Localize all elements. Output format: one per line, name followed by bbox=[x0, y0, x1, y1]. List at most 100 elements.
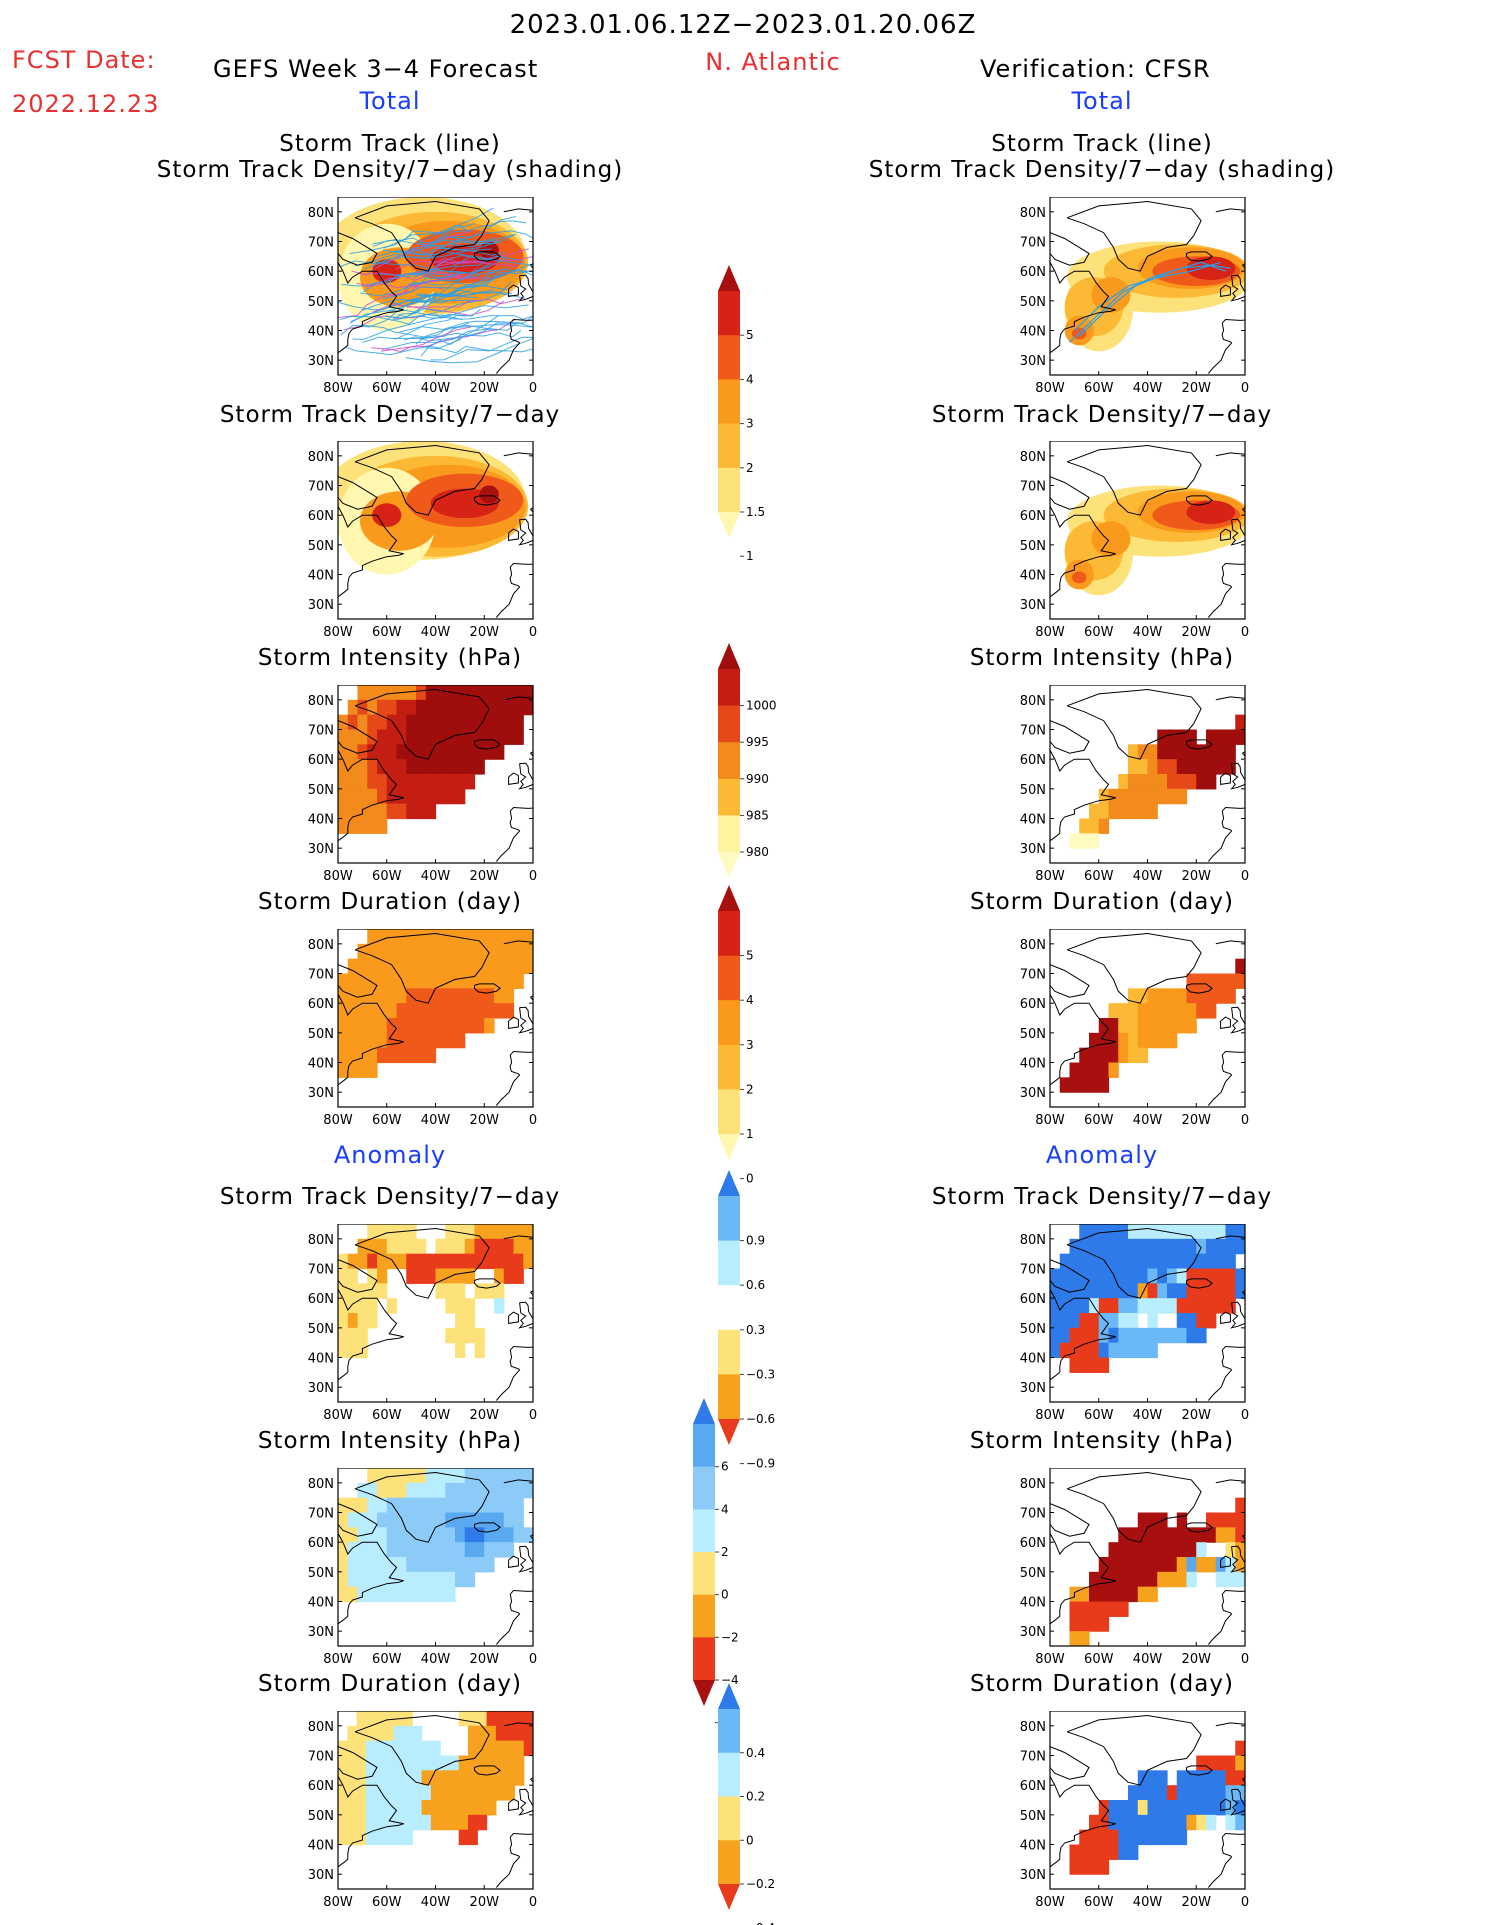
lat-label: 60N bbox=[1020, 1536, 1046, 1551]
lon-label: 80W bbox=[323, 381, 353, 396]
date-range: 2023.01.06.12Z−2023.01.20.06Z bbox=[509, 10, 977, 40]
panel-title-density-anom-right: Storm Track Density/7−day bbox=[931, 1184, 1273, 1210]
lat-label: 30N bbox=[308, 1625, 334, 1640]
colorbar-label: 4 bbox=[746, 372, 754, 386]
lat-label: 70N bbox=[308, 968, 334, 983]
lon-label: 20W bbox=[1182, 381, 1212, 396]
colorbar-density-anomaly: 0.9 0.6 0.3 −0.3 −0.6 −0.9 bbox=[718, 1170, 798, 1471]
colorbar-label: 6 bbox=[721, 1460, 729, 1474]
lat-label: 70N bbox=[1020, 968, 1046, 983]
lat-label: 30N bbox=[308, 1086, 334, 1101]
lat-label: 50N bbox=[1020, 1566, 1046, 1581]
lon-label: 80W bbox=[323, 1408, 353, 1423]
lon-label: 40W bbox=[421, 1408, 451, 1423]
lon-label: 80W bbox=[1035, 1895, 1065, 1910]
lon-label: 20W bbox=[1182, 1408, 1212, 1423]
lon-label: 60W bbox=[1084, 869, 1114, 884]
lat-label: 70N bbox=[1020, 1263, 1046, 1278]
lon-label: 60W bbox=[372, 1408, 402, 1423]
lon-label: 20W bbox=[1182, 869, 1212, 884]
panel-title-density-left: Storm Track Density/7−day bbox=[219, 402, 561, 428]
lon-label: 20W bbox=[470, 1408, 500, 1423]
lat-label: 40N bbox=[308, 1352, 334, 1367]
right-anomaly-heading: Anomaly bbox=[1045, 1141, 1159, 1169]
lat-label: 40N bbox=[308, 1839, 334, 1854]
lat-label: 80N bbox=[308, 1477, 334, 1492]
panel-title-track-shading-left: Storm Track Density/7−day (shading) bbox=[156, 157, 624, 183]
lat-label: 40N bbox=[308, 1057, 334, 1072]
colorbar-duration-total: 0 1 2 3 4 5 bbox=[718, 885, 798, 1186]
colorbar-density-total: 1 1.5 2 3 4 5 bbox=[718, 265, 798, 563]
lat-label: 50N bbox=[308, 539, 334, 554]
panel-title-track-line-left: Storm Track (line) bbox=[279, 131, 501, 157]
right-total-heading: Total bbox=[1071, 87, 1133, 115]
lon-label: 0 bbox=[529, 381, 537, 396]
panel-title-track-shading-right: Storm Track Density/7−day (shading) bbox=[868, 157, 1336, 183]
lon-label: 40W bbox=[421, 869, 451, 884]
lat-label: 60N bbox=[308, 997, 334, 1012]
lat-label: 70N bbox=[1020, 236, 1046, 251]
lat-label: 80N bbox=[308, 206, 334, 221]
lat-label: 40N bbox=[308, 1596, 334, 1611]
lat-label: 50N bbox=[308, 295, 334, 310]
map-track-density-total-right: 80N 70N 60N 50N 40N 30N 80W 60W 40W 20W 0 bbox=[1002, 197, 1252, 409]
colorbar-label: 1.5 bbox=[746, 505, 765, 519]
lat-label: 50N bbox=[308, 1322, 334, 1337]
lat-label: 80N bbox=[1020, 938, 1046, 953]
lat-label: 40N bbox=[308, 569, 334, 584]
map-density-anomaly-left: 80N 70N 60N 50N 40N 30N 80W 60W 40W 20W 0 bbox=[290, 1224, 540, 1436]
colorbar-label: 1000 bbox=[746, 699, 777, 713]
fcst-date: 2022.12.23 bbox=[12, 90, 160, 118]
left-anomaly-heading: Anomaly bbox=[333, 1141, 447, 1169]
colorbar-label: 5 bbox=[746, 328, 754, 342]
lon-label: 80W bbox=[323, 869, 353, 884]
colorbar-label: 2 bbox=[746, 461, 754, 475]
lat-label: 60N bbox=[1020, 265, 1046, 280]
lat-label: 80N bbox=[1020, 694, 1046, 709]
colorbar-label: 1 bbox=[746, 1127, 754, 1141]
lat-label: 80N bbox=[308, 1720, 334, 1735]
lon-label: 80W bbox=[1035, 381, 1065, 396]
lon-label: 80W bbox=[323, 1895, 353, 1910]
lon-label: 20W bbox=[1182, 625, 1212, 640]
colorbar-label: −0.2 bbox=[746, 1877, 775, 1891]
lon-label: 40W bbox=[1133, 1652, 1163, 1667]
lon-label: 60W bbox=[1084, 625, 1114, 640]
colorbar-label: 0 bbox=[721, 1588, 729, 1602]
colorbar-duration-anomaly: 0.4 0.2 0 −0.2 −0.4 bbox=[718, 1683, 798, 1925]
lon-label: 60W bbox=[1084, 1895, 1114, 1910]
lon-label: 20W bbox=[470, 869, 500, 884]
lat-label: 60N bbox=[1020, 753, 1046, 768]
lat-label: 70N bbox=[1020, 1750, 1046, 1765]
colorbar-label: 995 bbox=[746, 735, 769, 749]
colorbar-label: 1 bbox=[746, 549, 754, 563]
lon-label: 40W bbox=[1133, 1895, 1163, 1910]
lat-label: 70N bbox=[1020, 1507, 1046, 1522]
colorbar-label: 5 bbox=[746, 949, 754, 963]
lat-label: 50N bbox=[1020, 783, 1046, 798]
lon-label: 60W bbox=[1084, 1113, 1114, 1128]
lon-label: 40W bbox=[421, 1895, 451, 1910]
lon-label: 0 bbox=[529, 869, 537, 884]
lat-label: 80N bbox=[1020, 206, 1046, 221]
lat-label: 50N bbox=[1020, 1322, 1046, 1337]
fcst-label: FCST Date: bbox=[12, 46, 156, 74]
lon-label: 0 bbox=[1241, 1408, 1249, 1423]
lat-label: 60N bbox=[1020, 509, 1046, 524]
lon-label: 0 bbox=[1241, 1113, 1249, 1128]
lon-label: 60W bbox=[372, 1895, 402, 1910]
right-title: Verification: CFSR bbox=[980, 55, 1211, 83]
lat-label: 50N bbox=[308, 1566, 334, 1581]
colorbar-label: −2 bbox=[721, 1630, 739, 1644]
map-intensity-total-right: 80N 70N 60N 50N 40N 30N 80W 60W 40W 20W 0 bbox=[1002, 685, 1252, 897]
map-track-density-total-left: 80N 70N 60N 50N 40N 30N 80W 60W 40W 20W 0 bbox=[290, 197, 540, 409]
panel-title-intensity-anom-right: Storm Intensity (hPa) bbox=[969, 1428, 1235, 1454]
lat-label: 40N bbox=[1020, 1057, 1046, 1072]
panel-title-duration-left: Storm Duration (day) bbox=[258, 889, 522, 915]
colorbar-label: 0 bbox=[746, 1833, 754, 1847]
lon-label: 0 bbox=[529, 625, 537, 640]
panel-title-intensity-right: Storm Intensity (hPa) bbox=[969, 645, 1235, 671]
map-duration-anomaly-right: 80N 70N 60N 50N 40N 30N 80W 60W 40W 20W 0 bbox=[1002, 1711, 1252, 1923]
map-density-anomaly-right: 80N 70N 60N 50N 40N 30N 80W 60W 40W 20W 0 bbox=[1002, 1224, 1252, 1436]
lon-label: 80W bbox=[323, 1652, 353, 1667]
